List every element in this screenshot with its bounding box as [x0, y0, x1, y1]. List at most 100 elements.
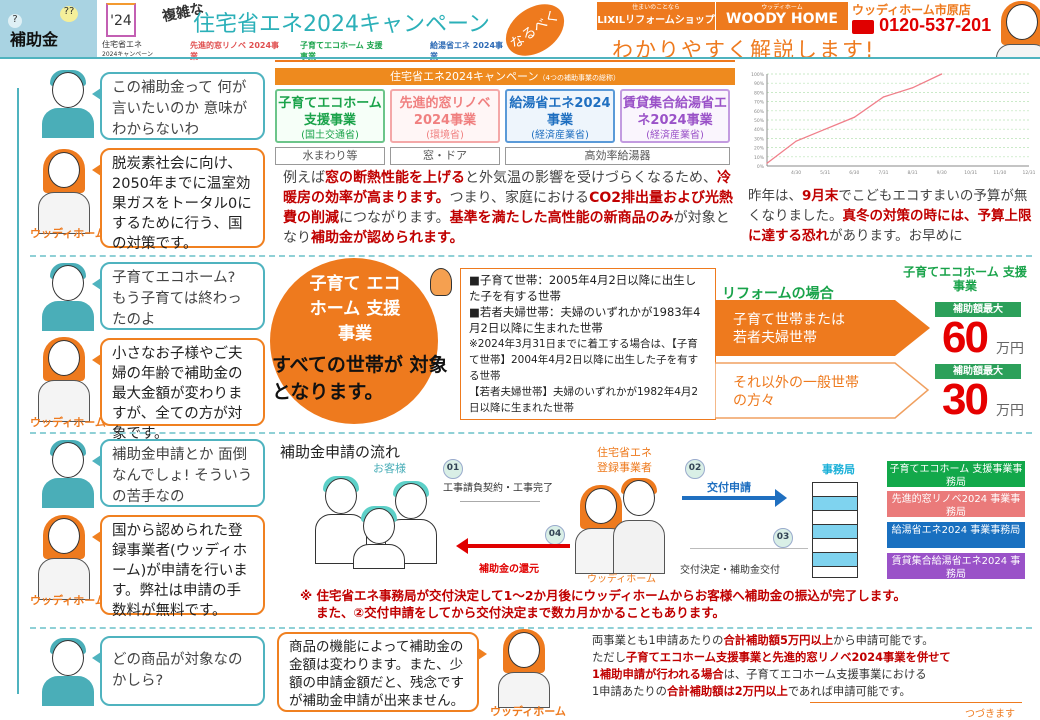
text-segment: と外気温の影響を受けづらくなるため、: [465, 170, 717, 186]
campaign-title: 住宅省エネ2024キャンペーン: [193, 12, 490, 37]
tier2-arrow: [715, 362, 930, 419]
section-divider: [30, 432, 1032, 434]
text-segment: があります。お早めに: [829, 228, 963, 244]
amount-30: 30: [942, 375, 989, 424]
two-way-arrow: [460, 501, 540, 502]
step-label: 交付申請: [707, 481, 751, 494]
left-rule: [17, 88, 19, 694]
program-ministry: (経済産業省): [531, 130, 589, 141]
speaker-label: ウッディホーム: [30, 416, 106, 429]
condition-line: ただし子育てエコホーム支援事業と先進的窓リノベ2024事業を併せて: [592, 649, 1032, 666]
step-number: 01: [443, 459, 463, 479]
step-label: 補助金の還元: [479, 564, 539, 575]
woody-home-logo: ウッディホーム WOODY HOME: [716, 2, 848, 30]
highlight-text: CO2排出量および光熱費の削減: [283, 190, 733, 226]
phone[interactable]: 0120-537-201: [852, 15, 991, 36]
badge-name: 住宅省エネ: [102, 40, 142, 49]
highlight-text: 1補助申請が行われる場合: [592, 668, 724, 681]
data-point: [853, 116, 855, 118]
program-logo: 給湯省エネ 2024事業: [430, 41, 504, 61]
data-point: [766, 162, 768, 164]
x-tick-label: 10/31: [964, 170, 977, 176]
return-arrow: [690, 548, 808, 549]
text-segment: から申請可能です。: [833, 634, 934, 647]
customer-family-illustration: [315, 476, 440, 569]
text-segment: であれば申請可能です。: [787, 685, 911, 698]
highlight-text: 合計補助額は2万円以上: [666, 685, 788, 698]
corner-image: ? ?? 補助金: [0, 0, 97, 57]
apply-arrow: [682, 496, 777, 500]
text-segment: が対象となり: [283, 210, 730, 246]
text-segment: でこどもエコすまいの予算が無くなりました。: [748, 188, 1028, 224]
program-logo: 先進的窓リノベ 2024事業: [190, 41, 280, 61]
question-mark-icon: ?: [8, 14, 22, 28]
amount-unit: 万円: [996, 341, 1024, 357]
highlight-text: 子育てエコホーム支援事業と先進的窓リノベ2024事業を併せて: [625, 651, 951, 664]
campaign-banner: 住宅省エネ2024キャンペーン（4つの補助事業の総称）: [275, 68, 735, 85]
condition-item: ※2024年3月31日までに着工する場合は、【子育て世帯】2004年4月2日以降…: [469, 338, 699, 382]
max-badge: 補助額最大: [935, 364, 1021, 379]
lixil-name: LIXILリフォームショップ: [597, 15, 715, 26]
y-tick-label: 60%: [754, 109, 765, 115]
program-circle: [270, 258, 438, 424]
circle-subtitle: すべての世帯が 対象となります。: [272, 354, 448, 403]
lixil-tagline: 住まいのことなら: [632, 4, 680, 11]
highlight-text: 真冬の対策の時には、予算上限に達する恐れ: [748, 208, 1032, 244]
reform-label: リフォームの場合: [722, 286, 834, 302]
x-tick-label: 4/30: [791, 170, 801, 176]
program-ministry: (経済産業省): [646, 130, 704, 141]
flow-title: 補助金申請の流れ: [280, 443, 401, 461]
data-point: [911, 87, 914, 89]
lightbulb-icon: [430, 268, 452, 296]
continued-label: つづきます: [965, 709, 1015, 720]
eligibility-box: ■子育て世帯：2005年4月2日以降に出生した子を有する世帯 ■若者夫婦世帯：夫…: [460, 268, 716, 420]
data-point: [824, 128, 826, 130]
house-logo-icon: '24: [106, 3, 136, 37]
target-tag: 高効率給湯器: [505, 147, 730, 165]
phone-number: 0120-537-201: [879, 15, 992, 35]
tier2-label: それ以外の一般世帯 の方々: [733, 375, 859, 409]
condition-line: 1申請あたりの合計補助額は2万円以上であれば申請可能です。: [592, 683, 1032, 700]
speaker-label: ウッディホーム: [30, 227, 106, 240]
program-card-kosodate: 子育てエコホーム支援事業 (国土交通省): [275, 89, 385, 143]
highlight-text: 窓の断熱性能を上げる: [325, 170, 465, 186]
program-name: 先進的窓リノベ2024事業: [399, 96, 491, 128]
target-tag: 窓・ドア: [390, 147, 500, 165]
tier1-arrow: [715, 300, 930, 356]
x-tick-label: 12/31: [1023, 170, 1035, 176]
section-divider: [30, 627, 1032, 629]
program-card-water-heater: 給湯省エネ2024事業 (経済産業省): [505, 89, 615, 143]
badge-sub: 2024キャンペーン: [102, 51, 153, 58]
step-number: 04: [545, 525, 565, 545]
program-ministry: (環境省): [426, 130, 464, 141]
office-building-icon: [812, 482, 858, 578]
x-tick-label: 7/31: [878, 170, 888, 176]
program-name: 子育てエコホーム支援事業: [278, 96, 382, 128]
target-tag: 水まわり等: [275, 147, 385, 165]
max-badge: 補助額最大: [935, 302, 1021, 317]
y-tick-label: 30%: [754, 136, 765, 142]
staff-answer: 国から認められた登録事業者(ウッディホーム)が申請を行います。弊社は申請の手数料…: [92, 515, 265, 619]
text-segment: につながります。: [339, 210, 450, 226]
customer-question: 補助金申請とか 面倒なんでしょ! そういうの苦手なの: [92, 439, 265, 507]
budget-note: 昨年は、9月末でこどもエコすまいの予算が無くなりました。真冬の対策の時には、予算…: [748, 186, 1033, 246]
y-tick-label: 40%: [754, 127, 765, 133]
banner-sub: （4つの補助事業の総称）: [538, 74, 620, 82]
staff-answer: 脱炭素社会に向け、2050年までに温室効果ガスをトータル0にするために行う、国の…: [92, 148, 265, 252]
x-tick-label: 9/30: [937, 170, 947, 176]
customer-question: 子育てエコホーム? もう子育ては終わったのよ: [92, 262, 265, 330]
section-divider: [30, 255, 1032, 257]
explanation-paragraph: 例えば窓の断熱性能を上げると外気温の影響を受けづらくなるため、冷暖房の効率が高ま…: [283, 168, 733, 248]
y-tick-label: 0%: [757, 164, 765, 170]
kosodate-logo: 子育てエコホーム 支援事業: [903, 265, 1027, 293]
header-rule: [0, 57, 1040, 59]
y-tick-label: 20%: [754, 146, 765, 152]
header: ? ?? 補助金 '24 住宅省エネ 2024キャンペーン 複雑な 住宅省エネ2…: [0, 0, 1040, 67]
program-name: 給湯省エネ2024事業: [509, 96, 611, 128]
data-point: [941, 73, 943, 75]
amount-60: 60: [942, 313, 989, 362]
step-label: 交付決定・補助金交付: [680, 565, 780, 576]
corner-label: 補助金: [10, 30, 59, 49]
highlight-text: 合計補助額5万円以上: [723, 634, 834, 647]
budget-line: [766, 73, 942, 164]
